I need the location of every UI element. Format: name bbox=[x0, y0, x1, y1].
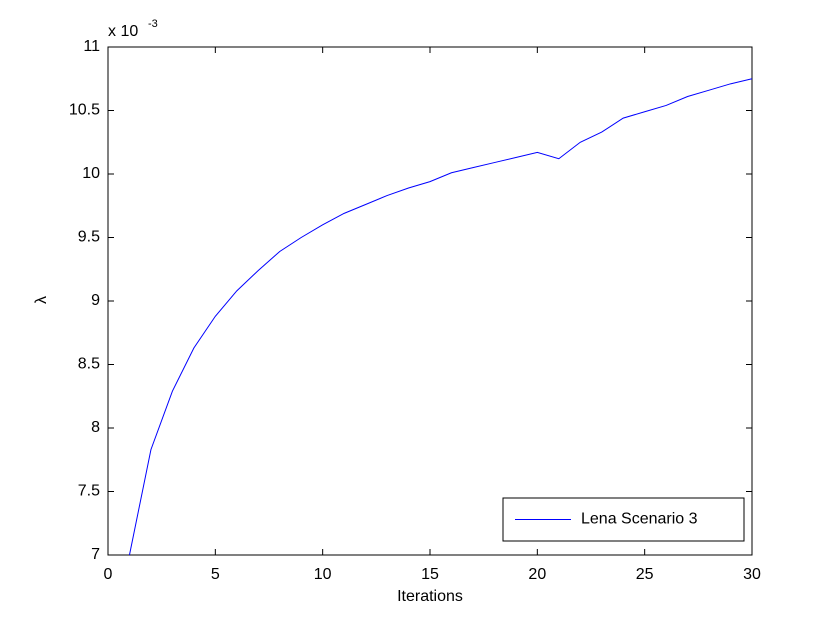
y-scale-label: x 10 bbox=[108, 23, 138, 40]
y-tick-label: 10 bbox=[82, 165, 100, 182]
x-tick-label: 15 bbox=[421, 566, 439, 583]
data-line bbox=[128, 78, 753, 556]
y-tick-label: 9.5 bbox=[78, 229, 100, 246]
y-tick-label: 11 bbox=[83, 38, 100, 55]
x-tick-label: 0 bbox=[104, 566, 113, 583]
y-tick-label: 8.5 bbox=[78, 356, 100, 373]
y-tick-label: 10.5 bbox=[69, 102, 100, 119]
y-scale-exponent: -3 bbox=[148, 18, 158, 30]
x-tick-label: 25 bbox=[636, 566, 654, 583]
x-tick-label: 5 bbox=[211, 566, 220, 583]
x-axis-label: Iterations bbox=[397, 588, 463, 605]
x-tick-label: 10 bbox=[314, 566, 332, 583]
y-tick-label: 7 bbox=[91, 546, 100, 563]
y-tick-label: 8 bbox=[91, 419, 100, 436]
y-tick-label: 7.5 bbox=[78, 483, 100, 500]
y-tick-label: 9 bbox=[91, 292, 100, 309]
x-tick-label: 20 bbox=[528, 566, 546, 583]
legend-label: Lena Scenario 3 bbox=[581, 511, 698, 528]
plot-area bbox=[107, 46, 753, 556]
y-axis-label: λ bbox=[33, 296, 50, 304]
x-tick-label: 30 bbox=[743, 566, 761, 583]
